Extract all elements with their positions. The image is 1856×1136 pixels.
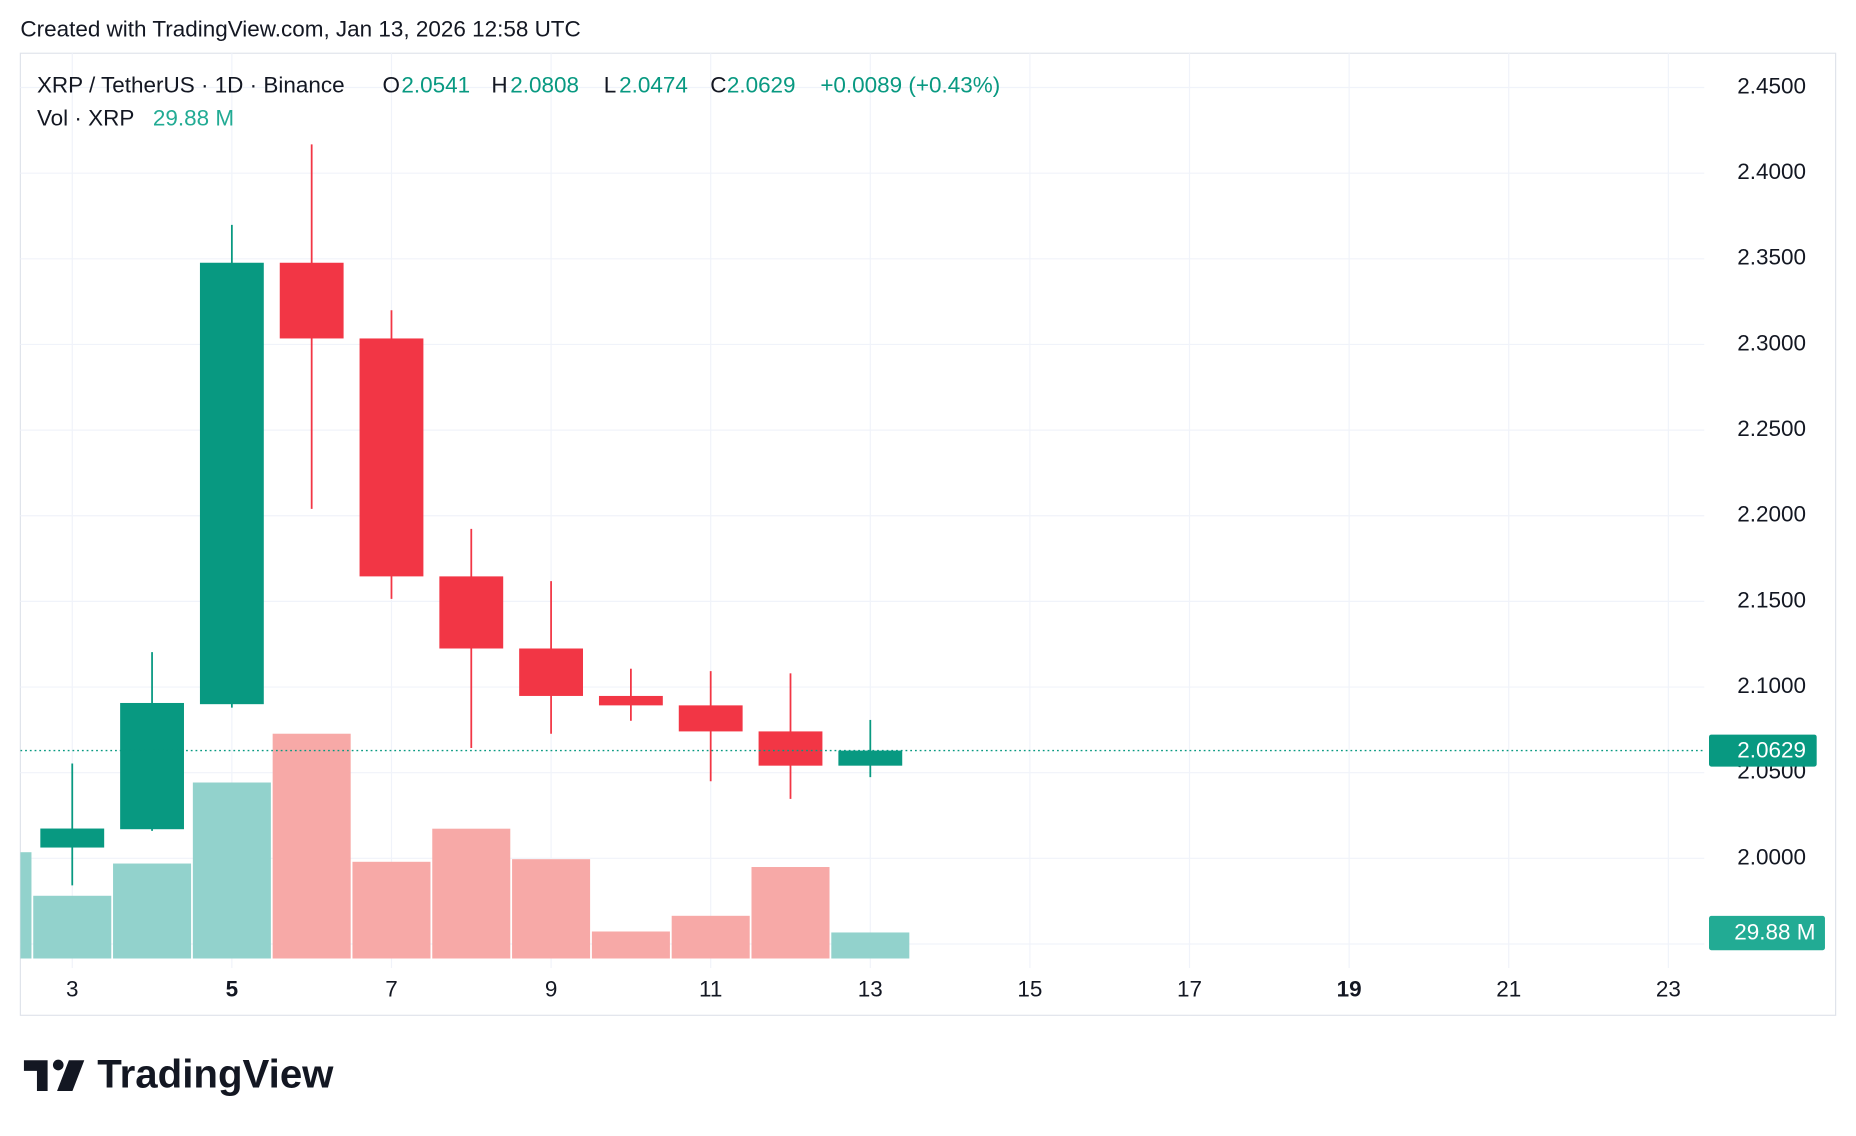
candle-body: [519, 648, 584, 696]
candle-body: [279, 262, 344, 339]
x-tick-label: 5: [226, 976, 239, 1001]
candle-body: [359, 338, 424, 577]
volume-bar: [352, 861, 431, 959]
logo-icon: [23, 1060, 48, 1092]
x-tick-label: 13: [858, 976, 883, 1001]
last-price-tag: [1709, 734, 1817, 767]
x-tick-label: 9: [545, 976, 558, 1001]
ohlc-letter: C: [710, 72, 726, 97]
x-tick-label: 23: [1656, 976, 1681, 1001]
volume-tag-label: 29.88 M: [1734, 920, 1815, 945]
volume-bar: [272, 733, 351, 959]
volume-tag: [1709, 915, 1825, 951]
ohlc-value: 2.0808: [510, 72, 579, 97]
brand-logo: TradingView: [23, 1051, 334, 1096]
chart-frame: [19, 52, 1837, 1016]
y-tick-label: 2.1500: [1737, 587, 1806, 612]
candle-body: [838, 750, 903, 766]
logo-icon: [57, 1060, 85, 1092]
ohlc-value: 2.0629: [727, 72, 796, 97]
y-tick-label: 2.2500: [1737, 416, 1806, 441]
change-label: +0.0089 (+0.43%): [820, 72, 1000, 97]
y-tick-label: 2.3000: [1737, 330, 1806, 355]
ohlc-letter: H: [491, 72, 507, 97]
price-tags: 2.0629 29.88 M: [1709, 734, 1825, 951]
volume-bar: [591, 931, 670, 959]
volume-bar: [33, 895, 112, 959]
volume-title: Vol · XRP: [37, 105, 134, 130]
ohlc-value: 2.0474: [619, 72, 688, 97]
candle-body: [758, 731, 823, 766]
ohlc-value: 2.0541: [401, 72, 470, 97]
logo-icon: [52, 1059, 64, 1071]
volume-bar: [432, 828, 511, 959]
y-tick-label: 2.4500: [1737, 73, 1806, 98]
volume-bar: [192, 782, 271, 959]
volume-bar: [671, 915, 750, 959]
y-tick-label: 2.0000: [1737, 844, 1806, 869]
brand-name: TradingView: [97, 1051, 334, 1096]
y-tick-label: 2.4000: [1737, 159, 1806, 184]
ohlc-letter: O: [382, 72, 399, 97]
x-tick-label: 17: [1177, 976, 1202, 1001]
candle-body: [439, 576, 504, 649]
y-tick-label: 2.2000: [1737, 502, 1806, 527]
volume-bar: [113, 863, 192, 959]
legend-header: XRP / TetherUS · 1D · Binance O 2.0541 H…: [37, 72, 1000, 130]
y-tick-label: 2.3500: [1737, 245, 1806, 270]
candle-body: [199, 262, 264, 705]
volume-bar: [751, 867, 830, 959]
x-tick-label: 3: [66, 976, 79, 1001]
candle-body: [120, 702, 184, 830]
symbol-title: XRP / TetherUS · 1D · Binance: [37, 72, 345, 97]
volume-value: 29.88 M: [153, 105, 234, 130]
x-tick-label: 15: [1017, 976, 1042, 1001]
caption: Created with TradingView.com, Jan 13, 20…: [20, 17, 580, 42]
candle-body: [678, 705, 743, 732]
candle-body: [598, 695, 663, 706]
volume-bar: [831, 932, 910, 959]
y-tick-label: 2.1000: [1737, 673, 1806, 698]
last-price-label: 2.0629: [1737, 738, 1806, 763]
x-tick-label: 7: [385, 976, 398, 1001]
volume-bar: [512, 859, 591, 959]
x-tick-label: 21: [1496, 976, 1521, 1001]
plot-area: [20, 144, 1705, 959]
candle-body: [40, 828, 105, 848]
x-tick-label: 19: [1337, 976, 1362, 1001]
x-tick-label: 11: [699, 976, 722, 1001]
volume-bar: [20, 852, 32, 959]
ohlc-letter: L: [604, 72, 617, 97]
